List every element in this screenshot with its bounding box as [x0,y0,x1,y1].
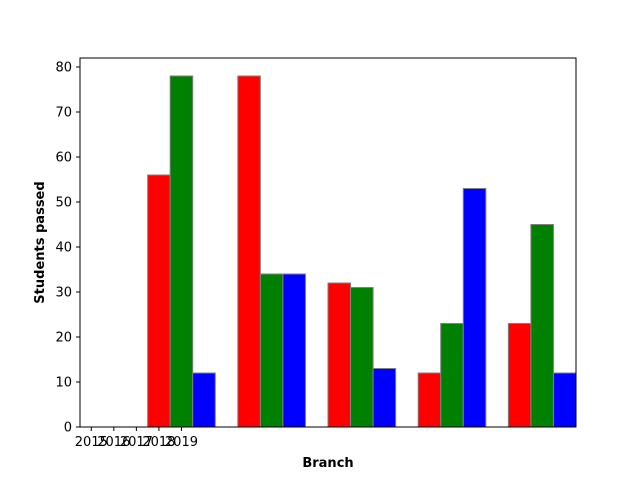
y-tick-label: 50 [55,196,72,211]
bar-series2-group5 [530,224,554,428]
y-tick-label: 20 [55,331,72,346]
y-tick-label: 10 [55,376,72,391]
y-tick-label: 30 [55,286,72,301]
y-tick-label: 80 [55,61,72,76]
bar-series3-group2 [282,273,306,428]
bar-series2-group3 [350,287,374,428]
bar-series1-group3 [327,282,352,428]
bar-series3-group5 [552,372,577,428]
bar-series1-group4 [417,372,442,428]
y-axis-label: Students passed [33,181,48,303]
x-tick-label: 2019 [165,435,198,450]
y-tick-label: 60 [55,151,72,166]
bars [147,75,577,428]
bar-series1-group1 [147,174,171,428]
bar-series3-group1 [192,372,216,428]
y-tick-label: 40 [55,241,72,256]
x-tick-label: 2015 [75,435,108,450]
bar-series1-group5 [507,323,532,428]
bar-series2-group2 [259,273,284,428]
x-tick-label: 2018 [142,435,175,450]
bar-series2-group4 [440,323,464,428]
bar-series3-group4 [462,188,487,428]
y-tick-label: 70 [55,106,72,121]
bar-series1-group2 [237,75,261,428]
x-tick-label: 2017 [120,435,153,450]
y-tick-label: 0 [64,421,72,436]
x-tick-label: 2016 [97,435,130,450]
plot-frame [79,57,577,428]
y-axis: 0 10 20 30 40 50 60 70 80 [55,61,80,436]
bar-series3-group3 [372,368,397,428]
bar-series2-group1 [169,75,194,428]
x-axis-label: Branch [302,456,353,471]
